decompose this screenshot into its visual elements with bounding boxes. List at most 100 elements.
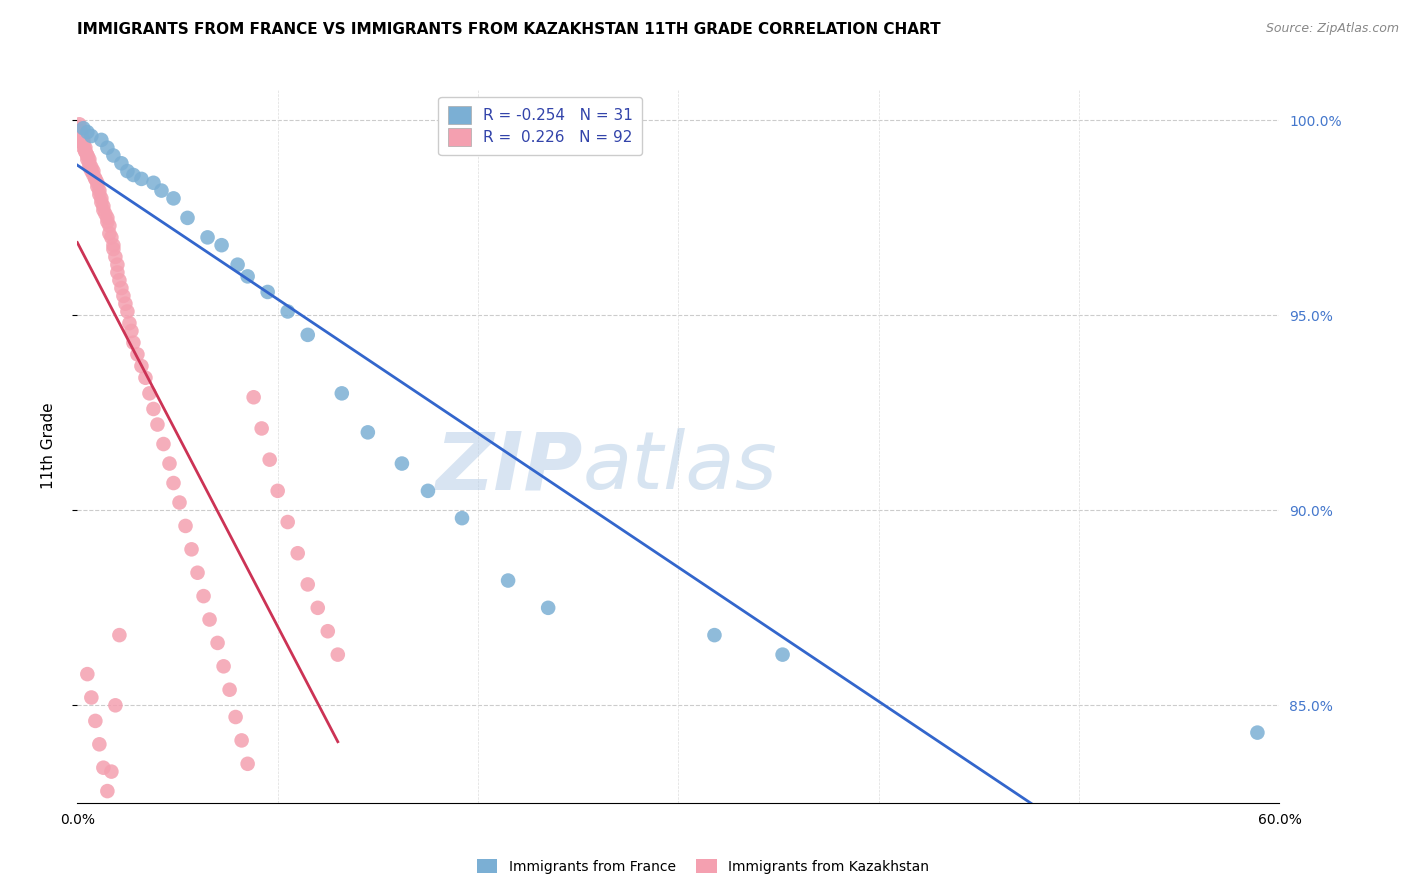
Point — [176, 211, 198, 225]
Point — [108, 628, 131, 642]
Point — [1246, 725, 1268, 739]
Point — [537, 600, 560, 615]
Point — [307, 600, 329, 615]
Point — [72, 133, 94, 147]
Point — [80, 164, 103, 178]
Point — [297, 327, 319, 342]
Point — [256, 285, 278, 299]
Point — [225, 710, 247, 724]
Point — [100, 764, 122, 779]
Point — [90, 191, 112, 205]
Point — [89, 184, 111, 198]
Point — [110, 156, 132, 170]
Point — [122, 168, 145, 182]
Point — [134, 370, 156, 384]
Point — [117, 164, 139, 178]
Point — [772, 648, 794, 662]
Point — [174, 519, 197, 533]
Point — [391, 457, 413, 471]
Y-axis label: 11th Grade: 11th Grade — [42, 402, 56, 490]
Point — [242, 390, 264, 404]
Point — [207, 636, 229, 650]
Point — [180, 542, 202, 557]
Legend: R = -0.254   N = 31, R =  0.226   N = 92: R = -0.254 N = 31, R = 0.226 N = 92 — [439, 97, 641, 155]
Point — [330, 386, 353, 401]
Text: IMMIGRANTS FROM FRANCE VS IMMIGRANTS FROM KAZAKHSTAN 11TH GRADE CORRELATION CHAR: IMMIGRANTS FROM FRANCE VS IMMIGRANTS FRO… — [77, 22, 941, 37]
Point — [80, 690, 103, 705]
Point — [118, 316, 141, 330]
Point — [159, 457, 181, 471]
Point — [76, 148, 98, 162]
Point — [72, 136, 94, 151]
Point — [79, 156, 101, 170]
Point — [79, 160, 101, 174]
Point — [162, 191, 184, 205]
Point — [110, 281, 132, 295]
Point — [84, 172, 107, 186]
Point — [127, 347, 149, 361]
Point — [72, 121, 94, 136]
Point — [326, 648, 349, 662]
Point — [70, 128, 93, 143]
Point — [120, 324, 142, 338]
Point — [75, 145, 97, 159]
Point — [76, 125, 98, 139]
Point — [96, 215, 118, 229]
Point — [112, 289, 135, 303]
Point — [416, 483, 439, 498]
Point — [67, 117, 90, 131]
Point — [75, 145, 97, 159]
Point — [72, 136, 94, 151]
Point — [103, 238, 125, 252]
Point — [297, 577, 319, 591]
Point — [277, 515, 299, 529]
Point — [67, 125, 90, 139]
Point — [82, 164, 104, 178]
Point — [84, 172, 107, 186]
Point — [96, 211, 118, 225]
Point — [226, 258, 249, 272]
Point — [236, 756, 259, 771]
Point — [70, 125, 93, 139]
Point — [86, 176, 108, 190]
Point — [76, 153, 98, 167]
Point — [94, 207, 117, 221]
Text: ZIP: ZIP — [434, 428, 582, 507]
Point — [496, 574, 519, 588]
Point — [117, 304, 139, 318]
Point — [100, 230, 122, 244]
Point — [80, 160, 103, 174]
Point — [198, 613, 221, 627]
Point — [138, 386, 160, 401]
Point — [72, 141, 94, 155]
Point — [277, 304, 299, 318]
Point — [703, 628, 725, 642]
Point — [142, 176, 165, 190]
Point — [89, 187, 111, 202]
Point — [103, 148, 125, 162]
Point — [86, 179, 108, 194]
Text: atlas: atlas — [582, 428, 778, 507]
Point — [162, 476, 184, 491]
Point — [211, 238, 233, 252]
Point — [152, 437, 174, 451]
Point — [76, 148, 98, 162]
Point — [108, 273, 131, 287]
Point — [287, 546, 309, 560]
Point — [82, 168, 104, 182]
Point — [96, 784, 118, 798]
Point — [80, 128, 103, 143]
Point — [193, 589, 215, 603]
Point — [107, 265, 129, 279]
Point — [236, 269, 259, 284]
Point — [75, 141, 97, 155]
Point — [231, 733, 253, 747]
Point — [96, 141, 118, 155]
Point — [267, 483, 290, 498]
Point — [76, 667, 98, 681]
Point — [84, 714, 107, 728]
Point — [93, 761, 115, 775]
Point — [104, 250, 127, 264]
Point — [187, 566, 209, 580]
Point — [67, 121, 90, 136]
